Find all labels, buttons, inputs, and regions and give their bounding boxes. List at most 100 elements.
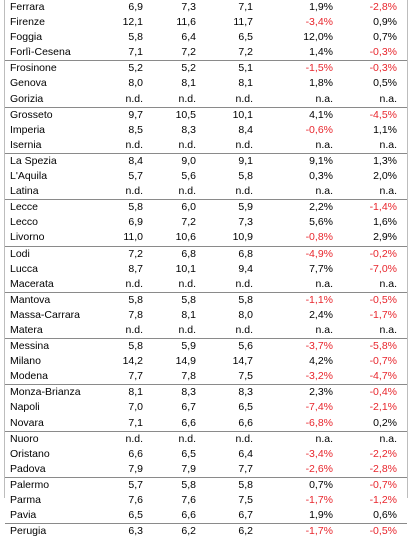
value-year-3: 5,8 bbox=[238, 293, 253, 306]
change-pct-1: -3,7% bbox=[305, 340, 333, 353]
value-year-2: 5,9 bbox=[181, 340, 196, 353]
table-row: Mantova 5,8 5,8 5,8 -1,1% -0,5% bbox=[5, 293, 407, 308]
value-year-3: 6,8 bbox=[238, 247, 253, 260]
table-row: Monza-Brianza 8,1 8,3 8,3 2,3% -0,4% bbox=[5, 385, 407, 400]
table-row: Milano 14,2 14,9 14,7 4,2% -0,7% bbox=[5, 354, 407, 369]
value-year-1: 8,4 bbox=[128, 154, 143, 167]
province-name: La Spezia bbox=[10, 154, 57, 167]
value-year-2: 5,8 bbox=[181, 293, 196, 306]
province-name: Gorizia bbox=[10, 92, 44, 105]
value-year-2: 8,1 bbox=[181, 77, 196, 90]
value-year-2: n.d. bbox=[178, 185, 196, 198]
value-year-3: 5,6 bbox=[238, 340, 253, 353]
value-year-2: n.d. bbox=[178, 92, 196, 105]
table-row: Isernia n.d. n.d. n.d. n.a. n.a. bbox=[5, 138, 407, 154]
value-year-3: 10,1 bbox=[232, 108, 253, 121]
value-year-1: 5,8 bbox=[128, 201, 143, 214]
change-pct-1: -7,4% bbox=[305, 401, 333, 414]
change-pct-1: -2,6% bbox=[305, 462, 333, 475]
change-pct-1: -1,1% bbox=[305, 293, 333, 306]
change-pct-1: 0,3% bbox=[309, 170, 333, 183]
value-year-2: 7,6 bbox=[181, 494, 196, 506]
change-pct-2: n.a. bbox=[379, 92, 397, 105]
value-year-2: 8,3 bbox=[181, 386, 196, 399]
value-year-3: 9,4 bbox=[238, 262, 253, 275]
province-name: Oristano bbox=[10, 447, 50, 460]
change-pct-1: -4,9% bbox=[305, 247, 333, 260]
table-row: Latina n.d. n.d. n.d. n.a. n.a. bbox=[5, 184, 407, 201]
province-name: Imperia bbox=[10, 123, 46, 136]
table-row: Lecce 5,8 6,0 5,9 2,2% -1,4% bbox=[5, 200, 407, 215]
change-pct-2: -7,0% bbox=[369, 262, 397, 275]
change-pct-1: 0,7% bbox=[309, 478, 333, 491]
value-year-3: 14,7 bbox=[232, 355, 253, 368]
province-name: L'Aquila bbox=[10, 170, 48, 183]
province-name: Lecce bbox=[10, 201, 39, 214]
value-year-2: n.d. bbox=[178, 323, 196, 336]
value-year-1: n.d. bbox=[125, 323, 143, 336]
change-pct-1: -1,7% bbox=[305, 494, 333, 506]
table-row: Frosinone 5,2 5,2 5,1 -1,5% -0,3% bbox=[5, 61, 407, 76]
value-year-1: 7,7 bbox=[128, 370, 143, 383]
change-pct-1: n.a. bbox=[315, 432, 333, 445]
table-row: Imperia 8,5 8,3 8,4 -0,6% 1,1% bbox=[5, 123, 407, 138]
change-pct-2: n.a. bbox=[379, 323, 397, 336]
change-pct-2: n.a. bbox=[379, 277, 397, 290]
value-year-1: 6,3 bbox=[128, 525, 143, 538]
table-row: Nuoro n.d. n.d. n.d. n.a. n.a. bbox=[5, 432, 407, 447]
value-year-1: 8,1 bbox=[128, 386, 143, 399]
change-pct-2: 0,7% bbox=[373, 31, 397, 44]
value-year-1: 7,1 bbox=[128, 46, 143, 59]
province-name: Frosinone bbox=[10, 62, 57, 75]
change-pct-1: 1,9% bbox=[309, 1, 333, 13]
change-pct-2: 0,5% bbox=[373, 77, 397, 90]
value-year-2: 10,6 bbox=[175, 231, 196, 244]
change-pct-2: 1,3% bbox=[373, 154, 397, 167]
change-pct-1: -3,2% bbox=[305, 370, 333, 383]
table-row: Matera n.d. n.d. n.d. n.a. n.a. bbox=[5, 323, 407, 340]
change-pct-2: -0,7% bbox=[369, 478, 397, 491]
value-year-1: 5,7 bbox=[128, 478, 143, 491]
value-year-2: 5,6 bbox=[181, 170, 196, 183]
value-year-1: 6,9 bbox=[128, 1, 143, 13]
change-pct-1: 12,0% bbox=[303, 31, 333, 44]
table-row: Grosseto 9,7 10,5 10,1 4,1% -4,5% bbox=[5, 108, 407, 123]
table-row: Perugia 6,3 6,2 6,2 -1,7% -0,5% bbox=[5, 524, 407, 539]
value-year-2: 7,2 bbox=[181, 46, 196, 59]
province-name: Grosseto bbox=[10, 108, 53, 121]
value-year-1: 8,7 bbox=[128, 262, 143, 275]
province-name: Modena bbox=[10, 370, 48, 383]
province-name: Latina bbox=[10, 185, 39, 198]
value-year-2: 6,6 bbox=[181, 509, 196, 522]
table-row: Lucca 8,7 10,1 9,4 7,7% -7,0% bbox=[5, 262, 407, 277]
change-pct-1: 7,7% bbox=[309, 262, 333, 275]
value-year-1: n.d. bbox=[125, 277, 143, 290]
value-year-3: 7,1 bbox=[238, 1, 253, 13]
value-year-2: 6,2 bbox=[181, 525, 196, 538]
value-year-3: n.d. bbox=[235, 432, 253, 445]
change-pct-2: 0,9% bbox=[373, 16, 397, 29]
province-name: Nuoro bbox=[10, 432, 39, 445]
table-row: L'Aquila 5,7 5,6 5,8 0,3% 2,0% bbox=[5, 169, 407, 184]
change-pct-2: -0,4% bbox=[369, 386, 397, 399]
value-year-1: 7,2 bbox=[128, 247, 143, 260]
value-year-2: 7,3 bbox=[181, 1, 196, 13]
table-row: Genova 8,0 8,1 8,1 1,8% 0,5% bbox=[5, 76, 407, 91]
province-name: Monza-Brianza bbox=[10, 386, 81, 399]
value-year-3: 5,8 bbox=[238, 170, 253, 183]
value-year-1: 6,5 bbox=[128, 509, 143, 522]
value-year-2: 7,8 bbox=[181, 370, 196, 383]
change-pct-2: -1,2% bbox=[369, 494, 397, 506]
change-pct-1: 2,4% bbox=[309, 308, 333, 321]
value-year-3: n.d. bbox=[235, 323, 253, 336]
province-name: Napoli bbox=[10, 401, 40, 414]
value-year-3: 7,5 bbox=[238, 370, 253, 383]
value-year-2: 9,0 bbox=[181, 154, 196, 167]
value-year-3: 6,2 bbox=[238, 525, 253, 538]
change-pct-1: 1,9% bbox=[309, 509, 333, 522]
value-year-3: 6,4 bbox=[238, 447, 253, 460]
change-pct-2: -0,7% bbox=[369, 355, 397, 368]
table-row: Ferrara 6,9 7,3 7,1 1,9% -2,8% bbox=[5, 0, 407, 15]
value-year-1: 6,9 bbox=[128, 216, 143, 229]
change-pct-2: 2,0% bbox=[373, 170, 397, 183]
